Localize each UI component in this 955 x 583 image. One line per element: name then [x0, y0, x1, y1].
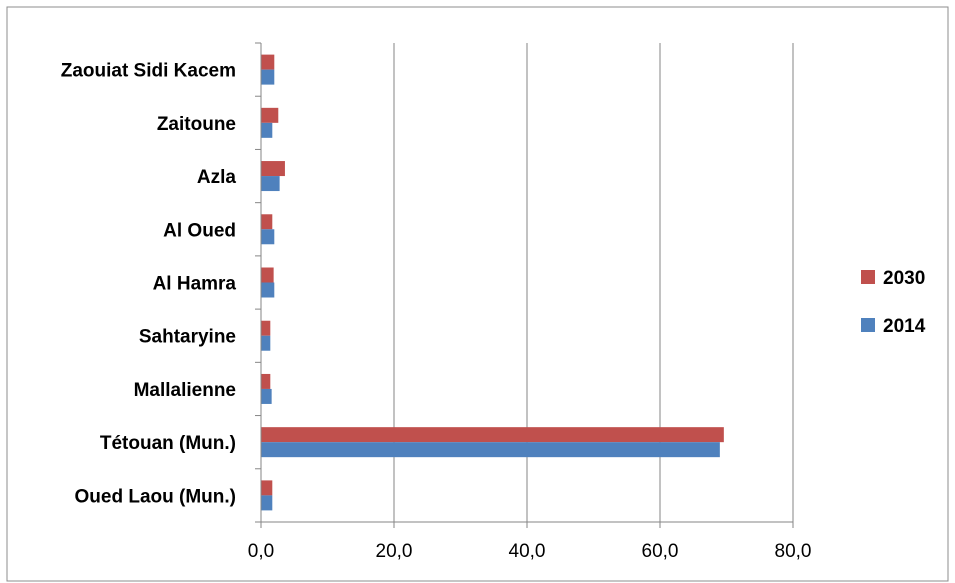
bar-2030: [261, 373, 271, 389]
category-label: Al Hamra: [153, 274, 237, 295]
category-label: Azla: [197, 167, 237, 188]
legend: 2030 2014: [861, 268, 926, 337]
bars: [261, 54, 724, 511]
category-label: Mallalienne: [134, 380, 236, 401]
bar-2014: [261, 176, 280, 192]
category-label: Tétouan (Mun.): [100, 433, 236, 454]
bar-2014: [261, 69, 275, 85]
bar-2030: [261, 480, 273, 496]
bar-2030: [261, 214, 273, 230]
category-label: Sahtaryine: [139, 327, 236, 348]
category-label: Al Oued: [163, 220, 236, 241]
legend-swatch-2030: [861, 270, 875, 284]
x-tick-label: 20,0: [376, 541, 413, 562]
bar-2014: [261, 282, 275, 298]
legend-label-2030: 2030: [883, 268, 925, 289]
legend-label-2014: 2014: [883, 316, 926, 337]
bar-2030: [261, 161, 285, 177]
x-tick-label: 40,0: [509, 541, 546, 562]
bar-2030: [261, 267, 274, 283]
x-tick-label: 0,0: [248, 541, 274, 562]
bar-2014: [261, 442, 720, 458]
bar-2014: [261, 388, 272, 404]
legend-swatch-2014: [861, 318, 875, 332]
axes: [255, 42, 794, 528]
bar-2014: [261, 495, 273, 511]
category-label: Oued Laou (Mun.): [75, 486, 236, 507]
bar-2030: [261, 320, 271, 336]
x-tick-label: 60,0: [642, 541, 679, 562]
bar-2030: [261, 107, 279, 123]
bar-2014: [261, 229, 275, 245]
x-tick-label: 80,0: [775, 541, 812, 562]
category-label: Zaouiat Sidi Kacem: [61, 61, 236, 82]
bar-2014: [261, 122, 273, 138]
bar-2030: [261, 54, 275, 70]
chart-border: [6, 6, 949, 582]
category-label: Zaitoune: [157, 114, 236, 135]
bar-2014: [261, 335, 271, 351]
category-labels: Zaouiat Sidi Kacem Zaitoune Azla Al Oued Al …: [61, 61, 237, 508]
x-tick-labels: 0,0 20,0 40,0 60,0 80,0: [248, 541, 812, 562]
bar-2030: [261, 427, 724, 443]
